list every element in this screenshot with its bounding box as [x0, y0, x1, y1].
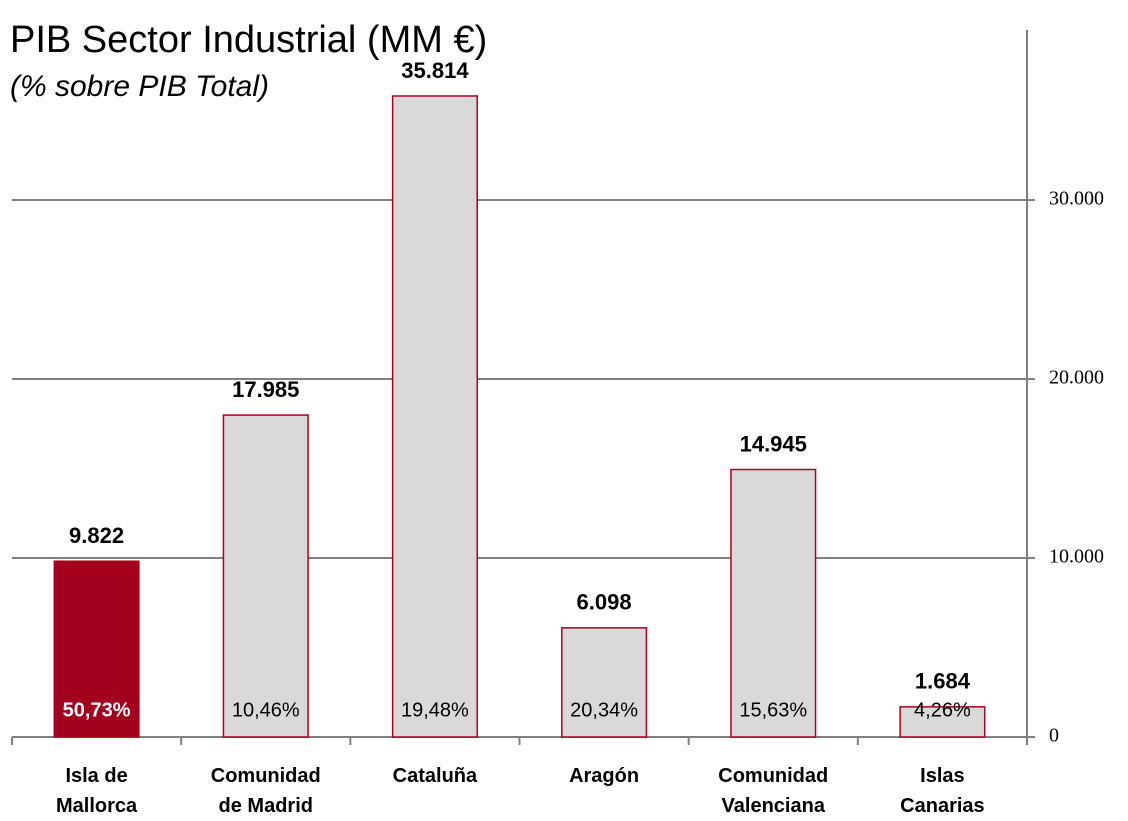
value-label: 14.945	[740, 431, 807, 456]
share-label: 4,26%	[914, 699, 971, 721]
y-tick-label: 10.000	[1049, 546, 1104, 568]
bar	[222, 414, 309, 738]
value-label: 1.684	[915, 669, 971, 694]
y-tick-label: 30.000	[1049, 188, 1104, 210]
bar	[561, 627, 648, 738]
x-tick-label: Aragón	[569, 765, 640, 787]
value-label: 17.985	[232, 377, 299, 402]
share-label: 50,73%	[63, 699, 131, 721]
chart-subtitle: (% sobre PIB Total)	[10, 70, 269, 103]
share-label: 10,46%	[232, 699, 300, 721]
x-tick-label: Cataluña	[392, 765, 478, 787]
share-label: 20,34%	[570, 699, 638, 721]
y-tick-label: 0	[1049, 725, 1059, 747]
value-label: 6.098	[577, 590, 632, 615]
y-tick-label: 20.000	[1049, 367, 1104, 389]
bar	[53, 560, 140, 738]
value-label: 9.822	[69, 523, 124, 548]
chart-title: PIB Sector Industrial (MM €)	[10, 19, 487, 61]
x-tick-label: Comunidad Valenciana	[718, 765, 829, 817]
share-label: 15,63%	[739, 699, 807, 721]
bar	[391, 95, 478, 738]
x-tick-label: Isla de Mallorca	[56, 765, 138, 817]
x-tick-label: Islas Canarias	[900, 765, 985, 817]
bar	[899, 706, 986, 738]
share-label: 19,48%	[401, 699, 469, 721]
value-label: 35.814	[401, 58, 469, 83]
x-tick-label: Comunidad de Madrid	[210, 765, 321, 817]
bar	[730, 468, 817, 738]
